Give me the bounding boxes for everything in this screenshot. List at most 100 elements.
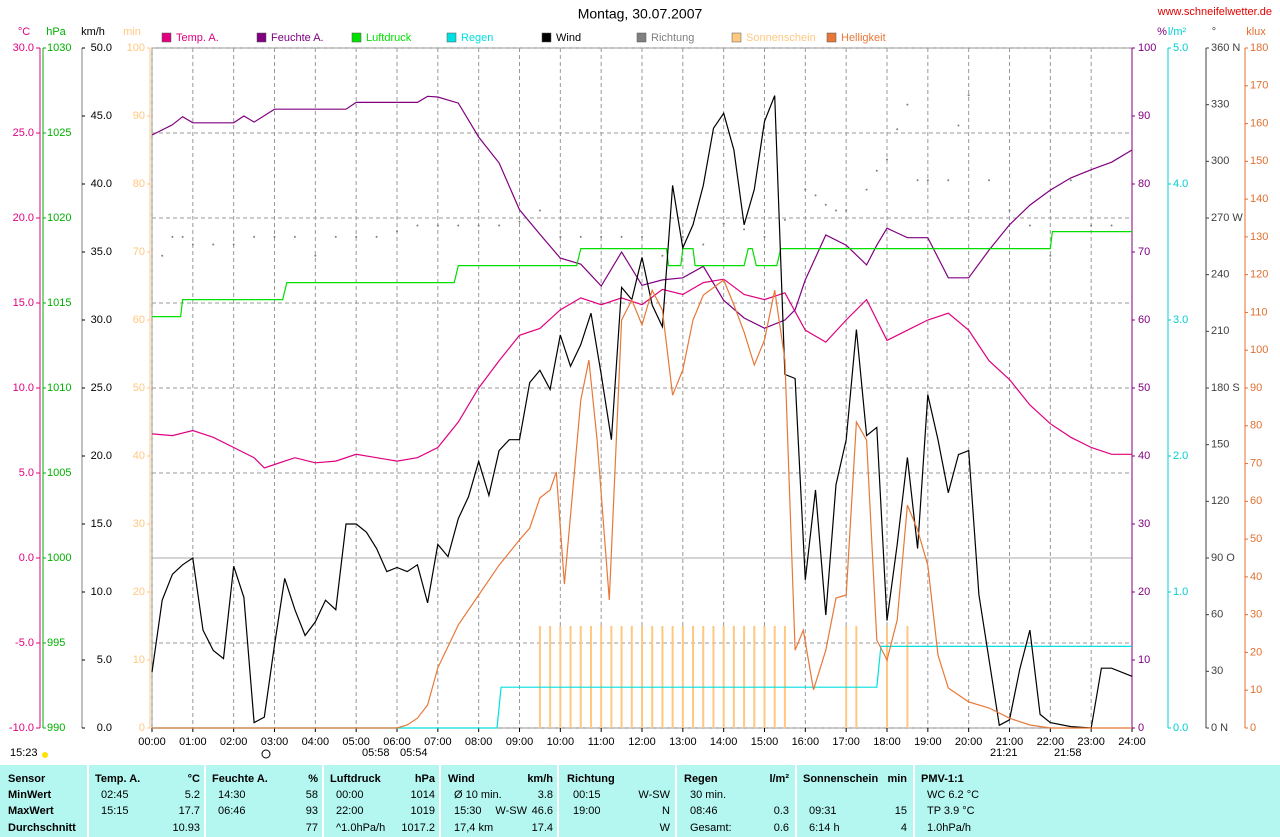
axis-tick-label: 40.0 <box>91 178 112 190</box>
direction-dot <box>334 235 337 238</box>
sunshine-bar <box>538 626 541 728</box>
moon-icon <box>261 749 271 759</box>
sunshine-bar <box>671 626 674 728</box>
column-header: Feuchte A. <box>212 773 268 785</box>
x-tick-label: 22:00 <box>1037 736 1065 748</box>
x-tick-label: 09:00 <box>506 736 534 748</box>
direction-dot <box>1110 224 1113 227</box>
direction-dot <box>436 224 439 227</box>
series-line <box>152 279 1132 729</box>
axis-tick-label: 40 <box>133 450 145 462</box>
cell-text: 1.0hPa/h <box>927 822 971 834</box>
direction-dot <box>845 209 848 212</box>
axis-tick-label: -5.0 <box>15 637 34 649</box>
direction-dot <box>906 103 909 106</box>
axis-tick-label: 170 <box>1250 80 1268 92</box>
axis-tick-label: 30 <box>1211 665 1223 677</box>
cell-value: 1019 <box>411 805 435 817</box>
sunshine-bar <box>855 626 858 728</box>
x-tick-label: 23:00 <box>1077 736 1105 748</box>
sunshine-bar <box>579 626 582 728</box>
axis-tick-label: 30 <box>1138 518 1150 530</box>
legend-swatch <box>636 32 647 43</box>
cell-value: 77 <box>306 822 318 834</box>
cell-text: 08:46 <box>690 805 718 817</box>
axis-tick-label: 70 <box>1250 457 1262 469</box>
axis-tick-label: 20 <box>133 586 145 598</box>
direction-dot <box>1131 243 1133 246</box>
x-tick-label: 00:00 <box>138 736 166 748</box>
legend-swatch <box>161 32 172 43</box>
axis-tick-label: 45.0 <box>91 110 112 122</box>
axis-tick-label: 25.0 <box>91 382 112 394</box>
direction-dot <box>355 235 358 238</box>
direction-dot <box>641 235 643 238</box>
sunshine-bar <box>610 626 613 728</box>
cell-value: 46.6 <box>532 805 553 817</box>
axis-tick-label: 20 <box>1138 586 1150 598</box>
axis-tick-label: 270 W <box>1211 212 1243 224</box>
direction-dot <box>661 254 664 257</box>
x-tick-label: 12:00 <box>628 736 656 748</box>
axis-tick-label: 50 <box>1138 382 1150 394</box>
sunshine-bar <box>722 626 725 728</box>
x-tick-label: 01:00 <box>179 736 207 748</box>
cell-text: ^1.0hPa/h <box>336 822 385 834</box>
axis-tick-label: 1020 <box>47 212 71 224</box>
cell-text: 6:14 h <box>809 822 840 834</box>
sunshine-bar <box>732 626 735 728</box>
direction-dot <box>293 235 296 238</box>
cell-value: 93 <box>306 805 318 817</box>
sunrise: 05:58 <box>362 747 390 759</box>
axis-tick-label: 40 <box>1250 571 1262 583</box>
cell-text: 00:00 <box>336 789 364 801</box>
series-line <box>151 95 1133 729</box>
sunshine-bar <box>753 626 756 728</box>
sunshine-bar <box>620 626 623 728</box>
sunset: 21:21 <box>990 747 1018 759</box>
direction-dot <box>926 179 929 182</box>
column-header: PMV-1:1 <box>921 773 964 785</box>
axis-tick-label: 80 <box>1138 178 1150 190</box>
axis-unit: klux <box>1246 26 1266 38</box>
axis-tick-label: 20.0 <box>13 212 34 224</box>
axis-tick-label: 210 <box>1211 325 1229 337</box>
sunshine-bar <box>549 626 552 728</box>
axis-tick-label: 0 <box>1138 722 1144 734</box>
x-tick-label: 10:00 <box>547 736 575 748</box>
cell-text: Gesamt: <box>690 822 732 834</box>
axis-tick-label: 150 <box>1250 155 1268 167</box>
sunshine-bar <box>906 626 909 728</box>
cell-value: 1017.2 <box>401 822 435 834</box>
direction-dot <box>804 188 807 191</box>
cell-value: 3.8 <box>538 789 553 801</box>
column-header: Sensor <box>8 773 46 785</box>
cell-text: 15:15 <box>101 805 129 817</box>
x-tick-label: 03:00 <box>261 736 289 748</box>
axis-tick-label: 1030 <box>47 42 71 54</box>
row-label: MaxWert <box>8 805 54 817</box>
direction-dot <box>865 188 868 191</box>
axis-tick-label: -10.0 <box>9 722 34 734</box>
sunshine-bar <box>845 626 848 728</box>
axis-tick-label: 15.0 <box>13 297 34 309</box>
direction-dot <box>702 243 705 246</box>
column-unit: hPa <box>415 773 436 785</box>
axis-tick-label: 0.0 <box>19 552 34 564</box>
direction-dot <box>161 254 164 257</box>
direction-dot <box>253 235 256 238</box>
axis-unit: °C <box>18 26 30 38</box>
axis-tick-label: 330 <box>1211 99 1229 111</box>
sunshine-bar <box>886 626 888 728</box>
direction-dot <box>600 235 603 238</box>
sunshine-bar <box>743 626 746 728</box>
cell-text: Ø 10 min. <box>454 789 502 801</box>
direction-dot <box>896 128 899 131</box>
direction-dot <box>191 243 194 246</box>
direction-dot <box>814 194 817 197</box>
axis-tick-label: 995 <box>47 637 65 649</box>
direction-dot <box>1069 179 1072 182</box>
axis-tick-label: 90 <box>133 110 145 122</box>
axis-tick-label: 25.0 <box>13 127 34 139</box>
chart-title: Montag, 30.07.2007 <box>578 6 703 22</box>
